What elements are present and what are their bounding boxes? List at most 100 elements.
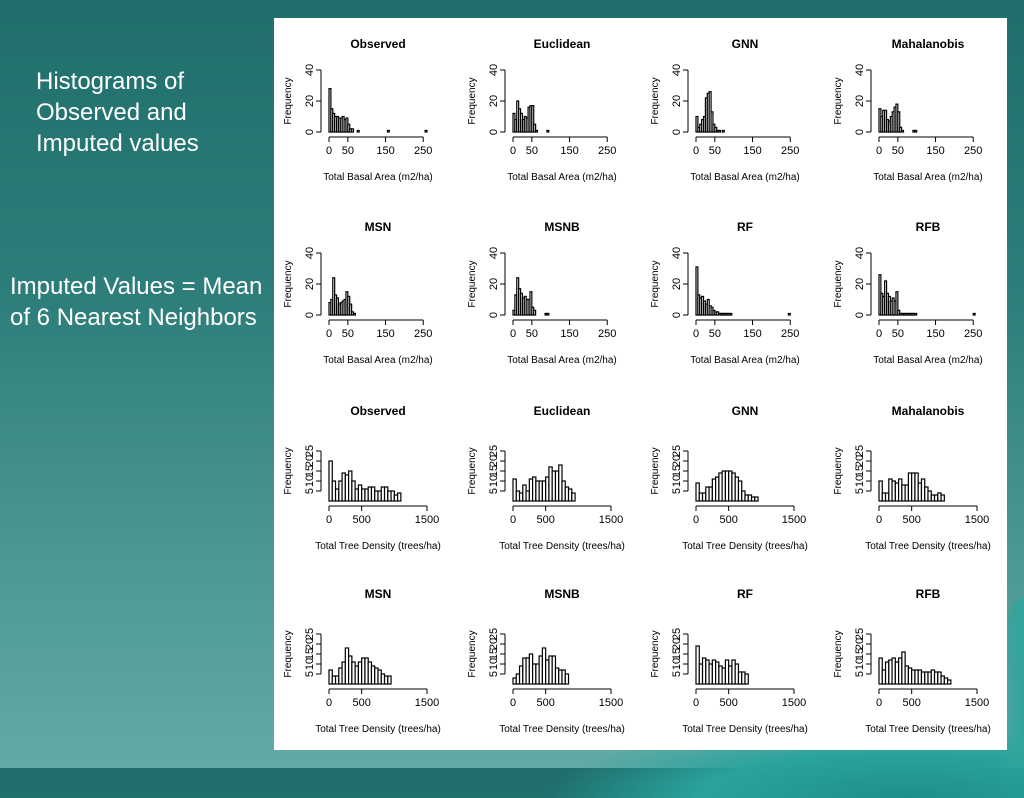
y-tick-label: 25 [854,445,866,457]
histogram-14: MSNB 0 500 1500 Total Tree Density (trees/ha… [467,587,625,735]
y-tick-label: 0 [488,129,500,135]
x-tick-label: 0 [326,145,332,157]
y-tick-label: 25 [304,445,316,457]
y-axis-label: Frequency [467,260,478,307]
y-tick-label: 15 [671,648,683,660]
histogram-bar [940,494,945,502]
y-axis-label: Frequency [283,630,294,677]
y-tick-label: 10 [304,658,316,670]
y-tick-label: 25 [854,628,866,640]
histogram-bar [387,675,392,685]
y-axis-label: Frequency [650,630,661,677]
y-tick-label: 20 [304,638,316,650]
histogram-bar [349,303,353,316]
chart-title: GNN [732,37,759,51]
x-tick-label: 150 [560,145,578,157]
histogram-bar [386,129,390,133]
y-tick-label: 40 [671,247,683,259]
x-tick-label: 0 [693,145,699,157]
histogram-bar [878,480,883,502]
x-tick-label: 1500 [415,514,439,526]
y-tick-label: 20 [488,638,500,650]
y-tick-label: 15 [488,648,500,660]
histogram-bar [714,126,718,133]
histogram-6: MSNB 0 50 150 250 Total Basal Area (m2/ha) 0 20… [467,220,617,366]
y-tick-label: 20 [304,278,316,290]
y-tick-label: 5 [671,671,683,677]
x-tick-label: 0 [876,514,882,526]
x-axis-label: Total Basal Area (m2/ha) [323,355,433,366]
x-tick-label: 250 [414,328,432,340]
chart-title: Euclidean [534,37,591,51]
x-axis-label: Total Basal Area (m2/ha) [507,172,617,183]
x-tick-label: 1500 [599,514,623,526]
y-axis-label: Frequency [467,77,478,124]
y-tick-label: 25 [488,628,500,640]
y-axis-label: Frequency [650,447,661,494]
histogram-bar [571,492,576,502]
histogram-11: GNN 0 500 1500 Total Tree Density (trees/ha)… [650,404,808,552]
y-tick-label: 20 [854,455,866,467]
y-tick-label: 15 [671,465,683,477]
y-tick-label: 20 [854,278,866,290]
x-tick-label: 0 [510,328,516,340]
x-tick-label: 50 [892,328,904,340]
y-tick-label: 25 [304,628,316,640]
x-tick-label: 250 [598,328,616,340]
y-tick-label: 5 [304,488,316,494]
y-tick-label: 15 [854,648,866,660]
y-tick-label: 15 [488,465,500,477]
chart-title: GNN [732,404,759,418]
histogram-15: RF 0 500 1500 Total Tree Density (trees/ha) 5… [650,587,808,735]
y-tick-label: 40 [854,247,866,259]
chart-title: Mahalanobis [892,404,965,418]
histogram-bar [535,129,539,133]
histogram-bar [729,312,733,316]
histogram-bar [546,129,550,133]
y-tick-label: 20 [304,455,316,467]
chart-title: MSNB [544,587,580,601]
y-tick-label: 20 [671,95,683,107]
histogram-bar [564,673,570,685]
y-tick-label: 25 [488,445,500,457]
histogram-bar [901,129,905,133]
y-axis-label: Frequency [833,630,844,677]
x-tick-label: 250 [414,145,432,157]
chart-title: RFB [916,587,941,601]
x-tick-label: 50 [526,328,538,340]
y-tick-label: 10 [671,475,683,487]
histogram-4: Mahalanobis 0 50 150 250 Total Basal Area (m2… [833,37,983,183]
y-tick-label: 40 [488,247,500,259]
histogram-bar [695,115,699,133]
y-tick-label: 0 [488,312,500,318]
histogram-3: GNN 0 50 150 250 Total Basal Area (m2/ha) 0 20 4… [650,37,800,183]
y-tick-label: 15 [304,465,316,477]
x-axis-label: Total Basal Area (m2/ha) [690,355,800,366]
y-tick-label: 25 [671,628,683,640]
x-tick-label: 150 [376,328,394,340]
x-axis-label: Total Tree Density (trees/ha) [499,724,625,735]
y-axis-label: Frequency [833,260,844,307]
x-axis-label: Total Tree Density (trees/ha) [865,541,991,552]
y-tick-label: 10 [304,475,316,487]
x-tick-label: 500 [536,514,554,526]
x-tick-label: 0 [326,514,332,526]
x-axis-label: Total Basal Area (m2/ha) [690,172,800,183]
histogram-bar [744,673,749,685]
x-tick-label: 50 [342,328,354,340]
histogram-bar [787,312,791,316]
histogram-bar [895,291,899,316]
histogram-bar [529,291,533,316]
x-tick-label: 1500 [415,697,439,709]
y-tick-label: 0 [854,312,866,318]
y-tick-label: 20 [854,638,866,650]
x-tick-label: 500 [536,697,554,709]
histogram-bar [347,123,351,133]
chart-title: MSN [365,220,392,234]
x-tick-label: 50 [526,145,538,157]
x-tick-label: 250 [964,328,982,340]
y-axis-label: Frequency [467,447,478,494]
y-tick-label: 20 [854,95,866,107]
chart-title: RF [737,220,753,234]
